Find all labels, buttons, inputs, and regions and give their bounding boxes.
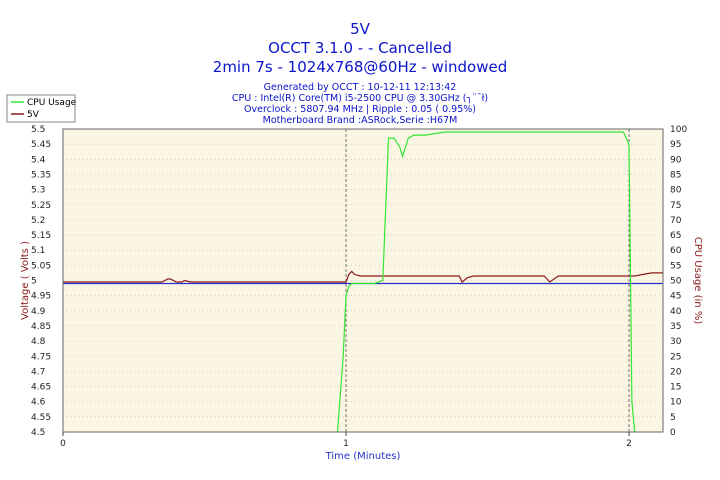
y2-tick-label: 25 [670,352,681,362]
y-tick-label: 5.5 [31,125,45,135]
y-tick-label: 4.75 [31,352,51,362]
y2-tick-label: 40 [670,307,682,317]
y-tick-label: 5.4 [31,155,46,165]
y2-tick-label: 75 [670,201,681,211]
y2-tick-label: 70 [670,216,682,226]
x-tick-label: 2 [626,439,632,449]
y2-tick-label: 10 [670,398,682,408]
y2-tick-label: 100 [670,125,687,135]
y-axis-left: 4.5 4.55 4.6 4.65 4.7 4.75 4.8 4.85 4.9 4.95 5 5.05… [31,125,51,438]
plot-border [62,128,664,433]
y2-tick-label: 20 [670,367,682,377]
y2-tick-label: 30 [670,337,682,347]
series-layer [63,131,663,433]
y2-axis-title: CPU Usage (in %) [692,237,703,325]
y-tick-label: 5.1 [31,246,45,256]
y-tick-label: 5.45 [31,140,51,150]
y-tick-label: 4.65 [31,383,51,393]
y-tick-label: 5.05 [31,261,51,271]
legend-label-cpu-usage: CPU Usage [27,98,77,108]
y2-tick-label: 65 [670,231,681,241]
x-axis-title: Time (Minutes) [325,451,401,462]
y-tick-label: 4.7 [31,367,45,377]
y-tick-label: 4.85 [31,322,51,332]
series-line-5v [63,270,663,283]
chart-title: 5V [350,20,370,38]
y-tick-label: 4.5 [31,428,45,438]
chart-subtitle-status: OCCT 3.1.0 - - Cancelled [268,39,452,57]
y-tick-label: 5 [31,277,37,287]
chart-subtitle-duration: 2min 7s - 1024x768@60Hz - windowed [212,58,508,76]
y-tick-label: 4.8 [31,337,46,347]
info-motherboard: Motherboard Brand :ASRock,Serie :H67M [262,115,458,126]
y2-tick-label: 55 [670,261,681,271]
legend-label-5v: 5V [27,110,40,120]
y2-tick-label: 5 [670,413,676,423]
info-generated: Generated by OCCT : 10-12-11 12:13:42 [263,82,457,93]
y2-tick-label: 85 [670,170,681,180]
y-tick-label: 4.9 [31,307,46,317]
y-tick-label: 5.3 [31,186,45,196]
y-tick-label: 5.2 [31,216,45,226]
info-cpu: CPU : Intel(R) Core(TM) i5-2500 CPU @ 3.… [231,93,489,104]
series-line-cpu-usage [336,131,636,433]
y-tick-label: 5.25 [31,201,51,211]
y-axis-right: 0 5 10 15 20 25 30 35 40 45 50 55 60 65 70 75 80 85 90 95 10… [670,125,687,438]
y-axis-title: Voltage ( Volts ) [20,241,31,320]
y-tick-label: 4.55 [31,413,51,423]
y2-tick-label: 60 [670,246,682,256]
y2-tick-label: 50 [670,277,682,287]
y2-tick-label: 90 [670,155,682,165]
y2-tick-label: 95 [670,140,681,150]
y-tick-label: 4.6 [31,398,46,408]
legend: CPU Usage 5V [6,94,77,123]
x-tick-label: 0 [60,439,66,449]
info-overclock: Overclock : 5807.94 MHz | Ripple : 0.05 … [244,104,476,115]
legend-box [6,94,76,123]
y-tick-label: 5.35 [31,170,51,180]
x-tick-label: 1 [343,439,349,449]
y2-tick-label: 45 [670,292,681,302]
grid-lines [63,128,663,433]
x-axis: 0 1 2 [60,432,632,449]
y-tick-label: 5.15 [31,231,51,241]
y2-tick-label: 35 [670,322,681,332]
y-tick-label: 4.95 [31,292,51,302]
y2-tick-label: 0 [670,428,676,438]
y2-tick-label: 15 [670,383,681,393]
y2-tick-label: 80 [670,186,682,196]
